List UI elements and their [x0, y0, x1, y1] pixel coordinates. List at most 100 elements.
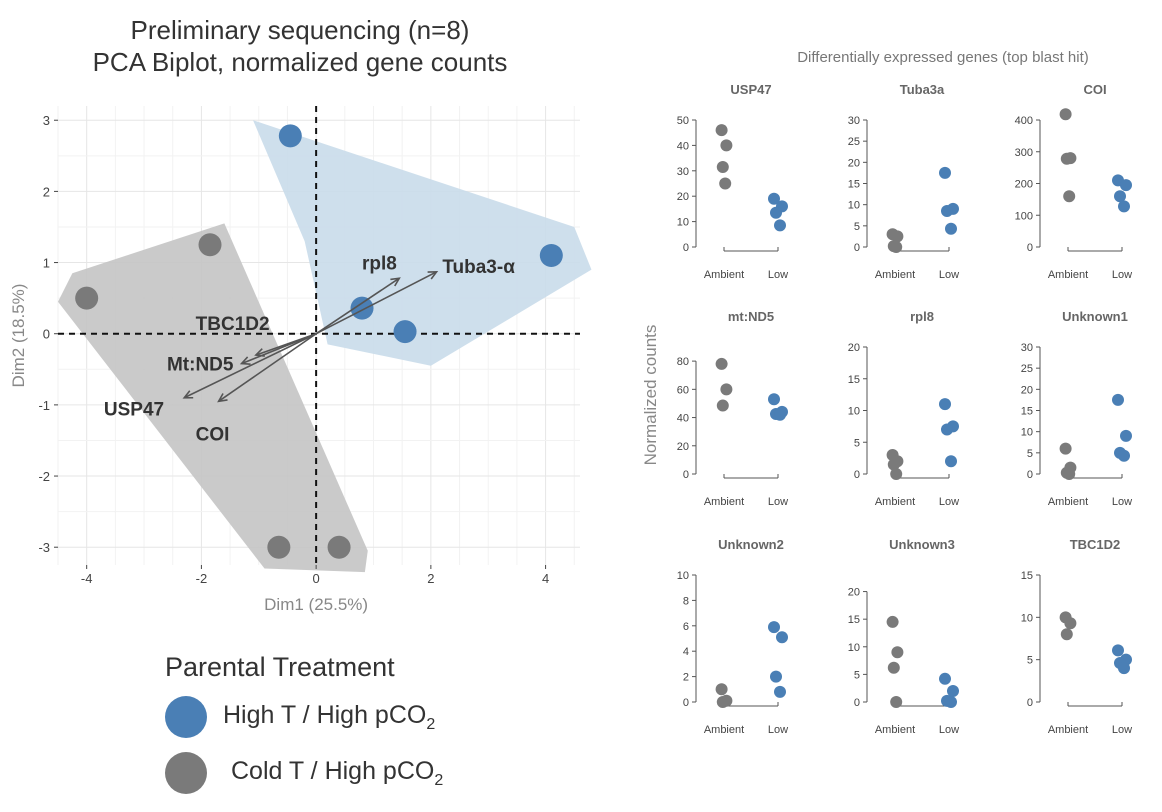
legend-item-cold: Cold T / High pCO2	[165, 752, 565, 794]
legend-title: Parental Treatment	[165, 652, 395, 682]
gene-point-low	[945, 222, 957, 235]
gene-point-low	[774, 685, 786, 698]
gene-panel-y-tick-label: 40	[677, 413, 689, 425]
gene-panel-y-tick-label: 15	[1021, 570, 1033, 582]
gene-panel: Unknown2 0 2 4 6 8 10 Ambient Low	[677, 537, 788, 736]
gene-point-low	[947, 684, 959, 697]
loading-label: Tuba3-α	[442, 257, 515, 278]
loading-arrow-head	[217, 393, 228, 403]
gene-panel-y-tick-label: 5	[1027, 655, 1033, 667]
legend-label-cold: Cold T / High pCO2	[231, 756, 444, 789]
gene-panel-title: rpl8	[910, 309, 934, 324]
loading-label: COI	[196, 424, 230, 445]
gene-point-ambient	[716, 696, 729, 708]
gene-point-ambient	[886, 615, 899, 628]
legend-swatch-cold	[165, 752, 207, 794]
x-tick-label: 0	[313, 571, 320, 586]
legend-item-high: High T / High pCO2	[165, 696, 565, 738]
point-high	[393, 320, 417, 344]
gene-point-low	[941, 205, 953, 218]
gene-point-ambient	[1060, 152, 1073, 165]
point-high	[278, 124, 302, 148]
gene-panel: mt:ND5 0 20 40 60 80 Ambient Low	[677, 309, 788, 508]
gene-panel-y-tick-label: 20	[1021, 384, 1033, 396]
point-cold	[327, 535, 351, 559]
gene-panel-y-tick-label: 60	[677, 384, 689, 396]
gene-panel-y-tick-label: 5	[854, 669, 860, 681]
gene-panel-title: mt:ND5	[728, 309, 774, 324]
gene-point-ambient	[716, 399, 729, 412]
point-cold	[198, 233, 222, 257]
gene-point-ambient	[719, 177, 732, 190]
gene-panel-y-tick-label: 0	[1027, 242, 1033, 254]
pca-title: Preliminary sequencing (n=8) PCA Biplot,…	[0, 14, 600, 78]
loading-arrow	[315, 277, 401, 335]
gene-point-ambient	[715, 683, 728, 696]
loading-arrow-line	[183, 333, 317, 399]
y-tick-label: -3	[38, 540, 50, 555]
gene-panel-y-tick-label: 10	[848, 200, 860, 212]
gene-panel: TBC1D2 0 5 10 15 Ambient Low	[1021, 537, 1132, 736]
gene-point-low	[1118, 449, 1130, 462]
gene-panel: Tuba3a 0 5 10 15 20 25 30 Ambient Low	[848, 82, 959, 281]
legend-swatch-high	[165, 696, 207, 738]
gene-point-low	[945, 455, 957, 468]
gene-point-low	[774, 408, 786, 421]
gene-panel-y-tick-label: 15	[848, 614, 860, 626]
gene-panel: Unknown3 0 5 10 15 20 Ambient Low	[848, 537, 959, 736]
gene-panel-x-label-low: Low	[1112, 724, 1132, 736]
gene-point-low	[1120, 179, 1132, 192]
gene-panel-y-tick-label: 5	[1027, 448, 1033, 460]
gene-panel: rpl8 0 5 10 15 20 Ambient Low	[848, 309, 959, 508]
gene-point-low	[768, 393, 780, 406]
y-tick-label: 0	[43, 327, 50, 342]
gene-panel-y-tick-label: 5	[854, 437, 860, 449]
gene-panel-y-tick-label: 4	[683, 646, 689, 658]
y-axis-label: Dim2 (18.5%)	[9, 284, 28, 388]
gene-panel-title: USP47	[730, 82, 771, 97]
gene-panel: USP47 0 10 20 30 40 50 Ambient Low	[677, 82, 788, 281]
loading-arrow-head	[182, 390, 194, 399]
gene-point-ambient	[1059, 108, 1072, 121]
gene-point-low	[776, 631, 788, 644]
gene-panel-y-tick-label: 20	[677, 441, 689, 453]
gene-panel-y-tick-label: 30	[677, 166, 689, 178]
gene-panel-x-label-ambient: Ambient	[1048, 724, 1088, 736]
gene-panel-y-tick-label: 10	[1021, 612, 1033, 624]
loading-arrow-head	[390, 277, 401, 287]
gene-panel-title: COI	[1083, 82, 1106, 97]
gene-point-ambient	[1064, 617, 1077, 630]
y-tick-label: 1	[43, 256, 50, 271]
gene-point-low	[941, 423, 953, 436]
gene-point-ambient	[887, 458, 900, 471]
gene-panel-x-label-low: Low	[768, 496, 788, 508]
x-tick-label: 2	[427, 571, 434, 586]
gene-panel-y-tick-label: 0	[1027, 469, 1033, 481]
panels-title: Differentially expressed genes (top blas…	[797, 49, 1089, 66]
gene-panel-y-tick-label: 2	[683, 672, 689, 684]
gene-panel-y-tick-label: 6	[683, 621, 689, 633]
hull-cold	[58, 223, 368, 573]
gene-panel-y-tick-label: 50	[677, 115, 689, 127]
loading-arrow-line	[315, 271, 437, 335]
gene-panel-x-label-low: Low	[1112, 496, 1132, 508]
gene-panel-y-tick-label: 300	[1015, 147, 1033, 159]
gene-panel-y-tick-label: 10	[848, 406, 860, 418]
gene-panel-x-label-ambient: Ambient	[875, 724, 915, 736]
gene-panel-y-tick-label: 0	[854, 242, 860, 254]
gene-point-ambient	[720, 139, 733, 152]
gene-point-low	[770, 670, 782, 683]
x-tick-label: -4	[81, 571, 93, 586]
panels-y-label: Normalized counts	[641, 325, 660, 466]
loading-arrow	[217, 333, 317, 403]
gene-point-low	[1120, 429, 1132, 442]
pca-title-line2: PCA Biplot, normalized gene counts	[92, 47, 508, 77]
gene-point-ambient	[715, 124, 728, 137]
gene-panel-y-tick-label: 8	[683, 595, 689, 607]
y-tick-label: 2	[43, 184, 50, 199]
gene-panel-y-tick-label: 80	[677, 356, 689, 368]
gene-point-ambient	[1059, 442, 1072, 455]
gene-panel-y-tick-label: 30	[1021, 342, 1033, 354]
gene-panel-x-label-low: Low	[939, 496, 959, 508]
gene-panel-x-label-ambient: Ambient	[704, 496, 744, 508]
